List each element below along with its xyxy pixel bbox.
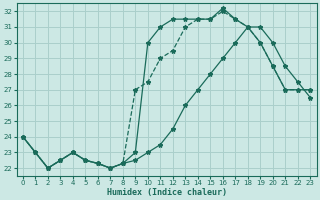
X-axis label: Humidex (Indice chaleur): Humidex (Indice chaleur) <box>107 188 227 197</box>
